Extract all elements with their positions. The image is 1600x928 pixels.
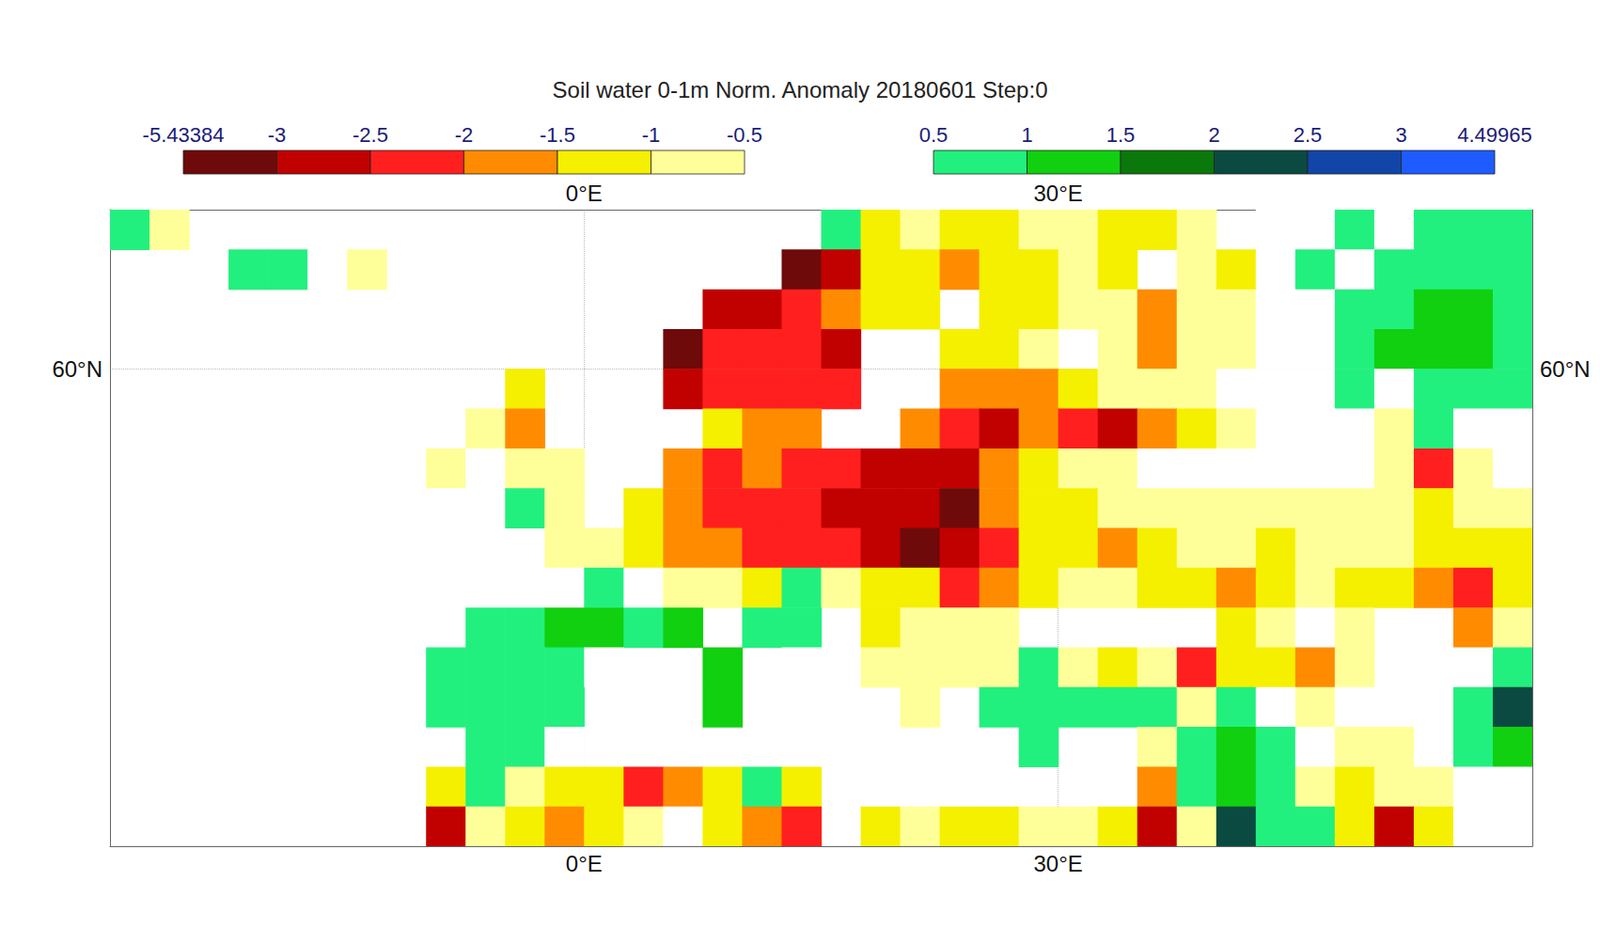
svg-text:30°E: 30°E: [1034, 180, 1083, 206]
svg-text:0.5: 0.5: [919, 123, 949, 147]
svg-text:Soil water 0-1m Norm. Anomaly: Soil water 0-1m Norm. Anomaly 20180601 S…: [552, 77, 1049, 103]
svg-text:-2.5: -2.5: [352, 123, 389, 147]
svg-text:1: 1: [1020, 123, 1033, 147]
svg-text:-0.5: -0.5: [726, 123, 763, 147]
svg-text:-2: -2: [454, 123, 474, 147]
svg-text:-1: -1: [642, 123, 661, 147]
svg-text:0°E: 0°E: [565, 850, 603, 877]
svg-text:60°N: 60°N: [51, 356, 103, 382]
svg-text:0°E: 0°E: [565, 180, 603, 206]
svg-text:-3: -3: [267, 123, 287, 147]
svg-text:30°E: 30°E: [1034, 850, 1083, 877]
svg-text:60°N: 60°N: [1539, 356, 1591, 382]
svg-text:1.5: 1.5: [1106, 123, 1136, 147]
svg-text:3: 3: [1395, 123, 1407, 147]
svg-text:2.5: 2.5: [1293, 123, 1323, 147]
svg-text:2: 2: [1207, 123, 1220, 147]
svg-text:-1.5: -1.5: [539, 123, 576, 147]
svg-text:4.49965: 4.49965: [1457, 123, 1533, 147]
svg-text:-5.43384: -5.43384: [142, 123, 225, 147]
